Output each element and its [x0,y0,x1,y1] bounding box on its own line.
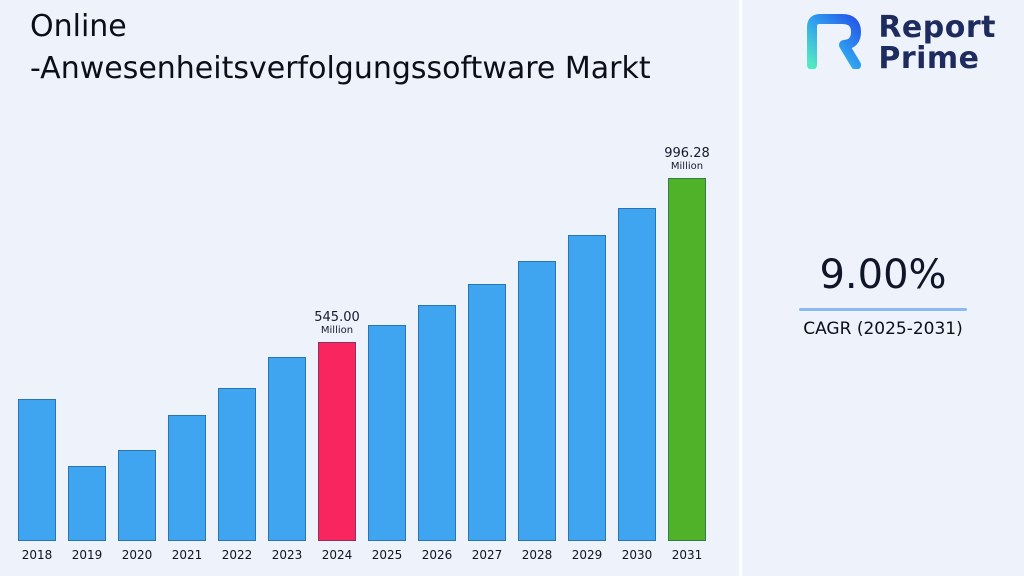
bar-value-number-2024: 545.00 [314,310,360,325]
x-axis-label-2022: 2022 [221,548,253,562]
bar-2028 [518,261,556,541]
bar-column-2019: 2019 [68,466,106,562]
bar-column-2022: 2022 [218,388,256,562]
bar-2026 [418,305,456,541]
report-prime-logo: Report Prime [798,12,996,74]
bar-2019 [68,466,106,541]
bar-column-2028: 2028 [518,261,556,562]
page-title-line2: -Anwesenheitsverfolgungssoftware Markt [30,51,651,86]
bar-2020 [118,450,156,541]
x-axis-label-2026: 2026 [421,548,453,562]
x-axis-label-2020: 2020 [121,548,153,562]
bar-column-2025: 2025 [368,325,406,562]
x-axis-label-2030: 2030 [621,548,653,562]
cagr-value: 9.00% [819,252,947,298]
bar-value-number-2031: 996.28 [664,146,710,161]
bar-column-2023: 2023 [268,357,306,562]
x-axis-label-2027: 2027 [471,548,503,562]
bar-column-2030: 2030 [618,208,656,562]
bar-2018 [18,399,56,541]
bar-2029 [568,235,606,541]
logo-text-line1: Report [878,10,996,45]
logo-text-line2: Prime [878,41,980,76]
x-axis-label-2023: 2023 [271,548,303,562]
bar-2023 [268,357,306,541]
bar-column-2018: 2018 [18,399,56,562]
bar-column-2024: 545.00 Million 2024 [314,310,360,562]
bar-2021 [168,415,206,541]
page-title: Online -Anwesenheitsverfolgungssoftware … [30,6,730,90]
bar-2030 [618,208,656,541]
cagr-underline [799,308,967,311]
x-axis-label-2025: 2025 [371,548,403,562]
page-title-line1: Online [30,9,127,44]
x-axis-label-2028: 2028 [521,548,553,562]
report-prime-logo-icon [798,13,866,73]
x-axis-label-2031: 2031 [671,548,703,562]
bar-column-2027: 2027 [468,284,506,562]
bar-value-label-2031: 996.28 Million [664,146,710,172]
report-prime-logo-text: Report Prime [878,12,996,74]
bar-column-2021: 2021 [168,415,206,562]
bar-2024 [318,342,356,541]
bar-value-unit-2024: Million [320,325,354,336]
x-axis-label-2019: 2019 [71,548,103,562]
bar-column-2031: 996.28 Million 2031 [664,146,710,562]
x-axis-label-2024: 2024 [321,548,353,562]
bar-column-2029: 2029 [568,235,606,562]
bar-2025 [368,325,406,541]
bar-value-unit-2031: Million [670,161,704,172]
bar-2031 [668,178,706,541]
x-axis-label-2018: 2018 [21,548,53,562]
cagr-panel: 9.00% CAGR (2025-2031) [742,252,1024,339]
bar-2027 [468,284,506,541]
vertical-divider [739,0,742,576]
x-axis-label-2021: 2021 [171,548,203,562]
bar-chart: 2018 2019 2020 2021 2022 2023 545.00 Million 202… [18,146,724,562]
bar-2022 [218,388,256,541]
x-axis-label-2029: 2029 [571,548,603,562]
bar-value-label-2024: 545.00 Million [314,310,360,336]
cagr-label: CAGR (2025-2031) [803,319,963,339]
bar-column-2020: 2020 [118,450,156,562]
bar-column-2026: 2026 [418,305,456,562]
